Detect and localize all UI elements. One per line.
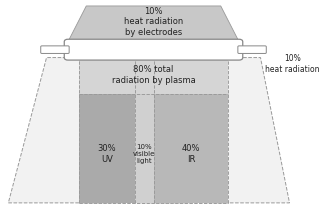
Bar: [78, 58, 228, 94]
Text: 30%
UV: 30% UV: [98, 144, 116, 164]
Text: 80% total
radiation by plasma: 80% total radiation by plasma: [112, 65, 195, 85]
Text: 40%
IR: 40% IR: [182, 144, 200, 164]
FancyBboxPatch shape: [41, 46, 69, 53]
Text: 10%
visible
light: 10% visible light: [133, 144, 155, 164]
FancyBboxPatch shape: [238, 46, 266, 53]
Text: 10%
heat radiation
by electrodes: 10% heat radiation by electrodes: [124, 7, 183, 37]
Bar: [153, 94, 228, 203]
Text: 10%
heat radiation: 10% heat radiation: [265, 54, 320, 74]
FancyBboxPatch shape: [64, 39, 243, 60]
Bar: [78, 94, 135, 203]
Polygon shape: [8, 58, 289, 203]
Bar: [135, 94, 153, 203]
Polygon shape: [68, 6, 239, 42]
